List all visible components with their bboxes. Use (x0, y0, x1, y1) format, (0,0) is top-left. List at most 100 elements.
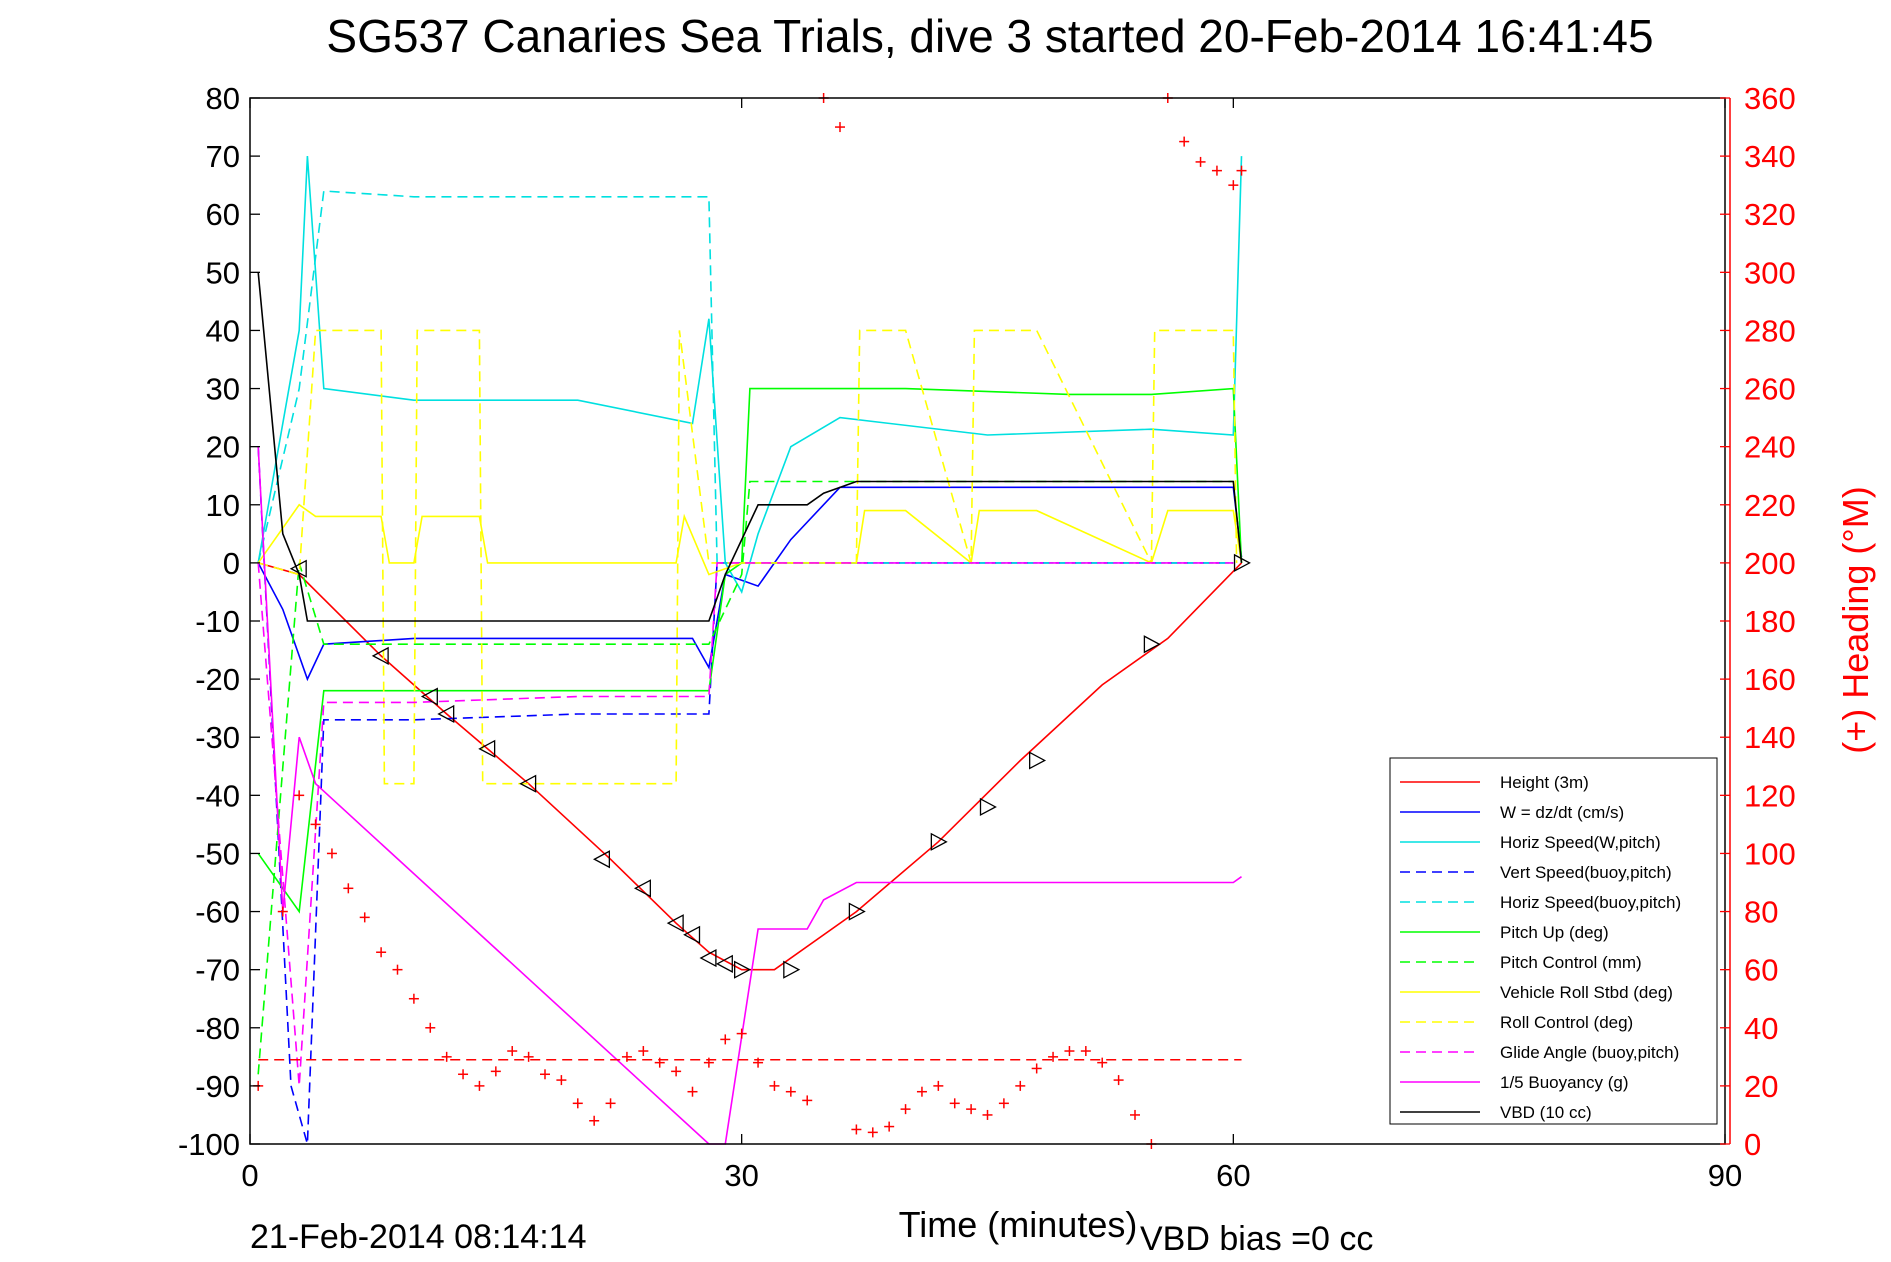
x-tick-label: 60 (1216, 1158, 1250, 1193)
y-right-tick-label: 140 (1744, 720, 1796, 755)
heading-point (966, 1104, 977, 1115)
heading-point (490, 1066, 501, 1077)
heading-point (851, 1124, 862, 1135)
heading-point (572, 1098, 583, 1109)
series-line-10 (257, 446, 1242, 1145)
heading-point (326, 848, 337, 859)
y-right-tick-label: 20 (1744, 1069, 1778, 1104)
heading-point (1048, 1051, 1059, 1062)
heading-point (982, 1109, 993, 1120)
series-line-8 (257, 329, 1238, 785)
heading-point (589, 1115, 600, 1126)
heading-point (1236, 165, 1247, 176)
heading-point (343, 883, 354, 894)
right-y-axis-label: (+) Heading (°M) (1835, 486, 1876, 753)
heading-point (949, 1098, 960, 1109)
y-left-tick-label: -10 (195, 604, 240, 639)
y-right-tick-label: 260 (1744, 372, 1796, 407)
heading-point (916, 1086, 927, 1097)
legend-label-10: 1/5 Buoyancy (g) (1500, 1073, 1629, 1092)
y-left-tick-label: -70 (195, 953, 240, 988)
right-y-axis: 3603403203002802602402202001801601401201… (1720, 81, 1796, 1162)
heading-point (654, 1057, 665, 1068)
heading-point (753, 1057, 764, 1068)
legend-label-6: Pitch Control (mm) (1500, 953, 1642, 972)
heading-point (556, 1075, 567, 1086)
heading-point (1130, 1109, 1140, 1120)
triangle-marker (1029, 751, 1047, 770)
series-line-7 (257, 503, 1243, 576)
y-left-tick-label: 70 (206, 139, 240, 174)
x-axis: 0 30 60 90 (241, 98, 1742, 1193)
heading-point (884, 1121, 895, 1132)
triangle-marker (783, 960, 801, 979)
heading-point (605, 1098, 616, 1109)
x-tick-label: 30 (724, 1158, 758, 1193)
triangle-marker (930, 832, 948, 851)
heading-point (736, 1028, 747, 1039)
y-right-tick-label: 320 (1744, 197, 1796, 232)
triangle-marker (437, 704, 455, 724)
series-layer (257, 156, 1243, 1145)
series-line-5 (257, 387, 1243, 914)
triangle-marker (371, 646, 389, 665)
triangle-marker (633, 879, 651, 898)
y-right-tick-label: 220 (1744, 488, 1796, 523)
y-left-tick-label: 0 (223, 546, 240, 581)
y-right-tick-label: 180 (1744, 604, 1796, 639)
legend-label-0: Height (3m) (1500, 773, 1589, 792)
heading-point (687, 1086, 698, 1097)
y-left-tick-label: -100 (178, 1127, 240, 1162)
y-left-tick-label: 40 (206, 313, 240, 348)
x-tick-label: 0 (241, 1158, 258, 1193)
heading-point (277, 906, 288, 917)
triangle-marker (592, 850, 611, 869)
y-right-tick-label: 160 (1744, 662, 1796, 697)
y-right-tick-label: 0 (1744, 1127, 1761, 1162)
heading-point (671, 1066, 682, 1077)
heading-point (769, 1080, 780, 1091)
y-left-tick-label: 30 (206, 372, 240, 407)
legend-label-2: Horiz Speed(W,pitch) (1500, 833, 1661, 852)
triangle-marker (289, 559, 307, 578)
heading-point (720, 1034, 731, 1045)
y-left-tick-label: 10 (206, 488, 240, 523)
series-line-11 (257, 272, 1243, 622)
heading-point (1015, 1080, 1026, 1091)
y-left-tick-label: -90 (195, 1069, 240, 1104)
triangle-marker (734, 960, 752, 979)
heading-point (867, 1127, 878, 1138)
triangle-marker (848, 902, 866, 921)
heading-point (1179, 136, 1190, 147)
heading-point (933, 1080, 944, 1091)
heading-layer (253, 93, 1247, 1149)
heading-point (638, 1046, 649, 1057)
footer-vbd-bias: VBD bias =0 cc (1140, 1220, 1373, 1258)
y-left-tick-label: 80 (206, 81, 240, 116)
series-line-9 (257, 562, 1234, 1086)
heading-point (376, 947, 387, 958)
triangle-marker (1143, 635, 1161, 654)
heading-point (425, 1022, 436, 1033)
heading-point (441, 1051, 452, 1062)
legend-label-7: Vehicle Roll Stbd (deg) (1500, 983, 1673, 1002)
heading-point (621, 1051, 632, 1062)
legend-label-11: VBD (10 cc) (1500, 1103, 1592, 1122)
legend: Height (3m) W = dz/dt (cm/s) Horiz Speed(W… (1389, 757, 1718, 1125)
triangle-marker (699, 948, 717, 968)
y-left-tick-label: -50 (195, 836, 240, 871)
heading-point (458, 1069, 469, 1080)
heading-point (1228, 180, 1239, 191)
heading-point (1195, 156, 1206, 167)
y-left-tick-label: 50 (206, 255, 240, 290)
heading-point (507, 1046, 518, 1057)
heading-point (835, 122, 845, 133)
heading-point (900, 1104, 911, 1115)
legend-label-4: Horiz Speed(buoy,pitch) (1500, 893, 1681, 912)
marker-layer (289, 553, 1251, 979)
legend-label-1: W = dz/dt (cm/s) (1500, 803, 1624, 822)
y-left-tick-label: 20 (206, 430, 240, 465)
heading-point (1211, 165, 1222, 176)
x-tick-label: 90 (1708, 1158, 1742, 1193)
